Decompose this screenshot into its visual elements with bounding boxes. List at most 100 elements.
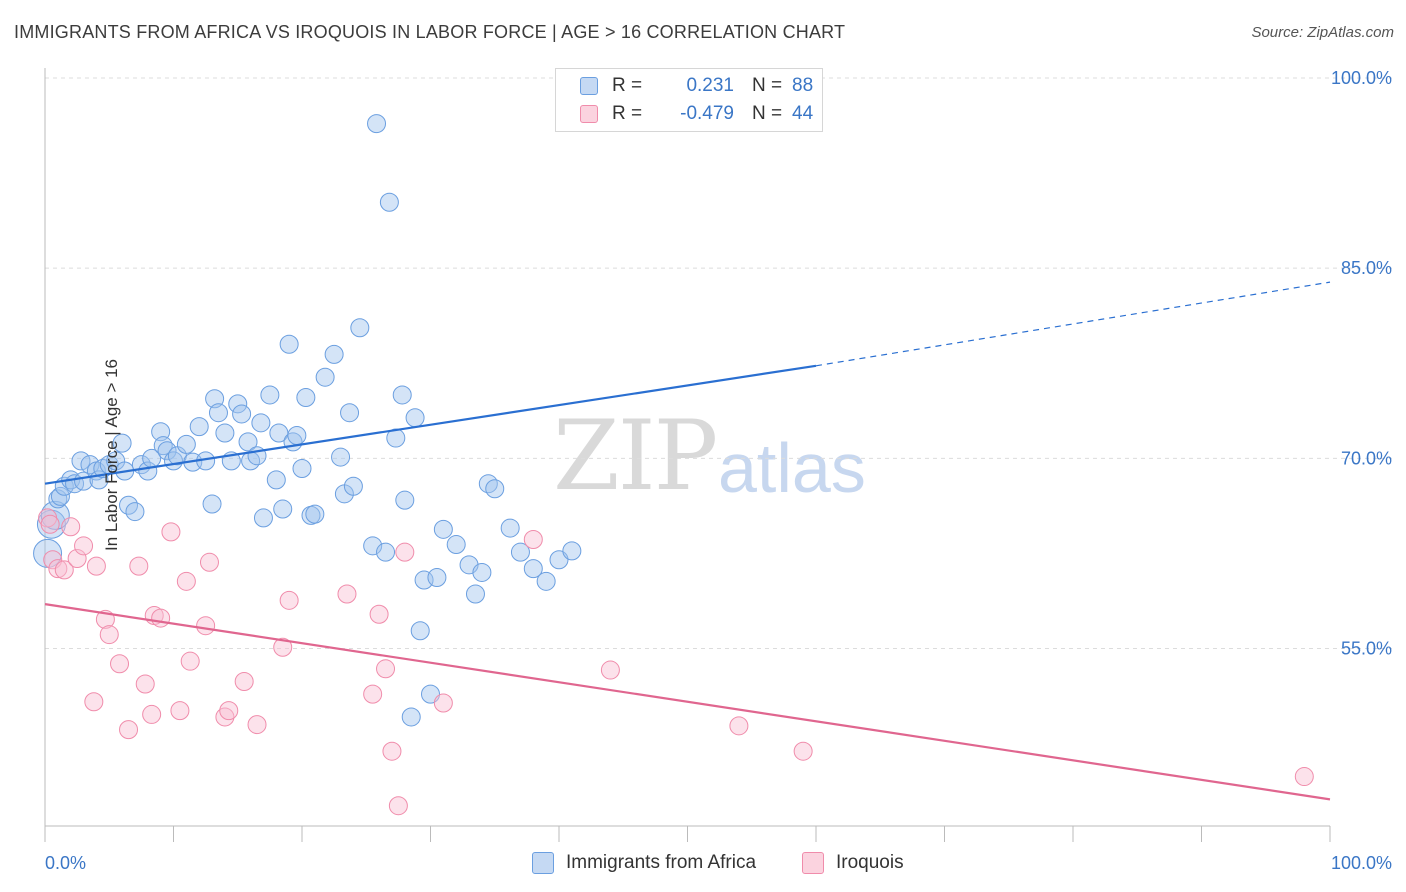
africa-point	[40, 500, 70, 530]
legend-r-value-africa: 0.231	[686, 75, 734, 96]
y-tick-label: 55.0%	[1341, 639, 1392, 659]
africa-point	[228, 394, 248, 414]
africa-point	[510, 542, 530, 562]
iroquois-point	[395, 542, 415, 562]
africa-point	[273, 499, 293, 519]
africa-legend-swatch-icon	[532, 852, 554, 874]
iroquois-point	[129, 556, 149, 576]
africa-point	[376, 542, 396, 562]
africa-point	[157, 441, 177, 461]
legend-row-iroquois: R = -0.479 N = 44	[580, 101, 813, 127]
africa-point	[305, 504, 325, 524]
legend-row-africa: R = 0.231 N = 88	[580, 73, 813, 99]
africa-swatch-icon	[580, 77, 598, 95]
iroquois-point	[199, 552, 219, 572]
africa-point	[112, 433, 132, 453]
legend-r-value-iroquois: -0.479	[680, 103, 734, 124]
iroquois-point	[161, 522, 181, 542]
africa-point	[392, 385, 412, 405]
africa-point	[50, 486, 70, 506]
africa-point	[405, 408, 425, 428]
africa-point	[446, 535, 466, 555]
watermark-atlas: atlas	[718, 429, 866, 507]
bottom-legend-iroquois: Iroquois	[802, 852, 904, 874]
iroquois-point	[196, 616, 216, 636]
iroquois-point	[1294, 767, 1314, 787]
africa-trend-extension	[815, 281, 1331, 367]
iroquois-point	[247, 715, 267, 735]
bottom-legend-africa-label: Immigrants from Africa	[566, 852, 757, 873]
iroquois-point	[376, 659, 396, 679]
iroquois-swatch-icon	[580, 105, 598, 123]
iroquois-point	[119, 720, 139, 740]
africa-point	[433, 519, 453, 539]
africa-point	[367, 114, 387, 134]
iroquois-point	[523, 529, 543, 549]
africa-point	[202, 494, 222, 514]
chart-title: IMMIGRANTS FROM AFRICA VS IROQUOIS IN LA…	[14, 22, 846, 42]
africa-point	[350, 318, 370, 338]
africa-point	[523, 559, 543, 579]
africa-point	[472, 562, 492, 582]
iroquois-point	[793, 741, 813, 761]
africa-point	[125, 502, 145, 522]
iroquois-point	[110, 654, 130, 674]
africa-point	[189, 417, 209, 437]
y-axis-label: In Labor Force | Age > 16	[102, 358, 122, 552]
africa-point	[208, 403, 228, 423]
africa-point	[465, 584, 485, 604]
africa-trend-line	[44, 364, 817, 485]
x-tick-label: 0.0%	[45, 853, 86, 873]
bottom-legend-africa: Immigrants from Africa	[532, 852, 756, 874]
africa-point	[331, 447, 351, 467]
africa-point	[296, 387, 316, 407]
bottom-legend-iroquois-label: Iroquois	[836, 852, 904, 873]
iroquois-point	[369, 604, 389, 624]
iroquois-point	[382, 741, 402, 761]
iroquois-point	[600, 660, 620, 680]
iroquois-trend-line	[44, 603, 1331, 801]
iroquois-point	[142, 704, 162, 724]
iroquois-point	[388, 796, 408, 816]
iroquois-point	[74, 536, 94, 556]
africa-point	[48, 489, 68, 509]
stats-legend: R = 0.231 N = 88 R = -0.479 N = 44	[555, 68, 823, 132]
iroquois-point	[176, 571, 196, 591]
africa-point	[427, 568, 447, 588]
iroquois-point	[729, 716, 749, 736]
africa-point	[478, 474, 498, 494]
y-tick-label: 85.0%	[1341, 258, 1392, 278]
x-tick-label: 100.0%	[1331, 853, 1392, 873]
africa-point	[379, 192, 399, 212]
africa-point	[287, 426, 307, 446]
africa-point	[315, 367, 335, 387]
iroquois-point	[337, 584, 357, 604]
africa-point	[410, 621, 430, 641]
africa-point	[251, 413, 271, 433]
y-tick-label: 100.0%	[1331, 68, 1392, 88]
africa-point	[260, 385, 280, 405]
legend-r-label: R =	[612, 75, 643, 96]
iroquois-point	[273, 637, 293, 657]
y-tick-label: 70.0%	[1341, 448, 1392, 468]
iroquois-point	[86, 556, 106, 576]
iroquois-point	[219, 701, 239, 721]
africa-point	[279, 334, 299, 354]
iroquois-point	[54, 560, 74, 580]
iroquois-point	[61, 517, 81, 537]
africa-point	[176, 434, 196, 454]
iroquois-point	[67, 548, 87, 568]
iroquois-point	[48, 559, 68, 579]
africa-point	[292, 458, 312, 478]
iroquois-point	[170, 701, 190, 721]
iroquois-point	[151, 608, 171, 628]
africa-point	[324, 344, 344, 364]
legend-n-label: N =	[752, 75, 783, 96]
africa-point	[500, 518, 520, 538]
africa-point	[238, 432, 258, 452]
iroquois-point	[279, 590, 299, 610]
africa-point	[340, 403, 360, 423]
africa-point	[401, 707, 421, 727]
africa-point	[253, 508, 273, 528]
